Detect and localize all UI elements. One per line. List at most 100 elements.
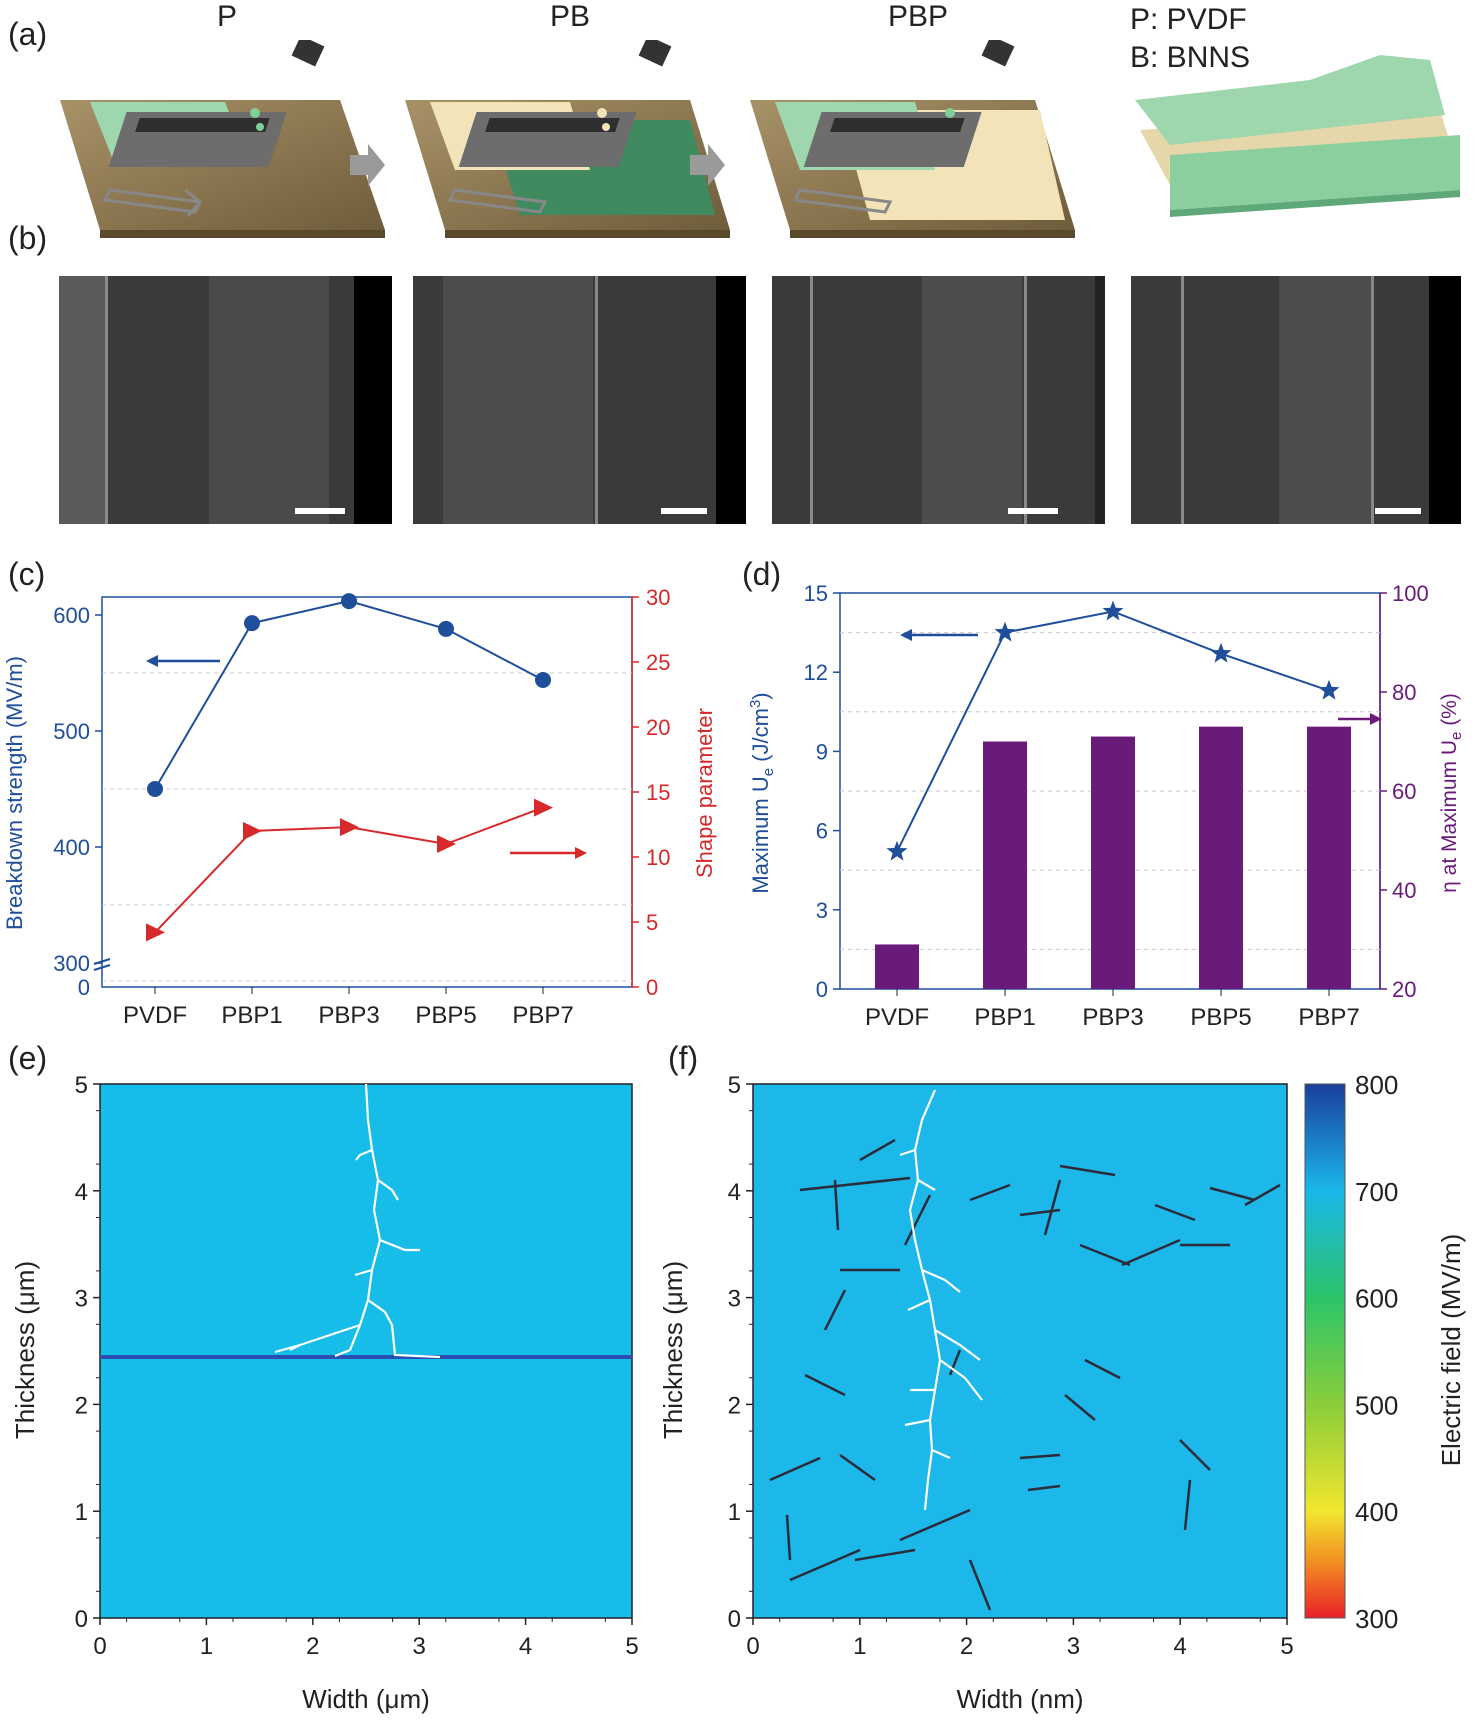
d-bar-efficiency [875, 944, 919, 989]
d-bar-efficiency [983, 741, 1027, 989]
d-point-ue [1318, 679, 1340, 700]
d-ytick-right-label: 20 [1392, 977, 1416, 1002]
e-xtick-label: 3 [413, 1633, 426, 1660]
c-xtick-label: PBP7 [512, 1002, 573, 1029]
d-ytick-right-label: 60 [1392, 779, 1416, 804]
step2-setup [405, 40, 730, 238]
c-point-shape [534, 798, 553, 817]
c-xtick-label: PBP5 [415, 1002, 476, 1029]
d-ytick-left-label: 12 [804, 660, 828, 685]
sem-image-pbp-2 [1131, 276, 1461, 524]
c-xtick-label: PVDF [123, 1002, 187, 1029]
d-point-ue [1210, 642, 1232, 663]
doctor-blade-illustration [60, 40, 1460, 238]
c-ytick-left-label: 400 [53, 835, 90, 860]
e-xtick-label: 0 [93, 1633, 106, 1660]
c-ytick-right-label: 20 [646, 715, 670, 740]
f-colorbar-tick: 600 [1355, 1284, 1398, 1314]
panel-label-d: (d) [742, 556, 782, 592]
c-ytick-right-label: 10 [646, 845, 670, 870]
e-xtick-label: 1 [200, 1633, 213, 1660]
d-ytick-left-label: 3 [816, 898, 828, 923]
sem-image-p [59, 276, 392, 524]
c-ytick-break: 0 [78, 975, 90, 1000]
sem-image-pbp [772, 276, 1105, 524]
c-series-breakdown-line [154, 600, 544, 790]
panel-label-e: (e) [8, 1040, 48, 1076]
c-ytick-right-label: 0 [646, 975, 658, 1000]
f-xtick-label: 4 [1174, 1633, 1187, 1660]
c-point-shape [340, 818, 359, 837]
panel-label-b: (b) [8, 220, 48, 256]
c-point-shape [146, 923, 165, 942]
f-ytick-label: 0 [728, 1606, 741, 1633]
e-xtick-label: 2 [306, 1633, 319, 1660]
f-xtick-label: 1 [853, 1633, 866, 1660]
laminate-film [1135, 55, 1460, 217]
legend-bnns: B: BNNS [1130, 41, 1251, 74]
c-ytick-left-label: 600 [53, 603, 90, 628]
d-ytick-left-label: 9 [816, 739, 828, 764]
c-point-breakdown [438, 620, 454, 637]
panel-label-a: (a) [8, 16, 48, 52]
d-bar-efficiency [1199, 726, 1243, 989]
step3-setup [750, 40, 1075, 238]
f-ytick-label: 5 [728, 1072, 741, 1099]
d-xtick-label: PBP5 [1190, 1004, 1251, 1031]
f-colorbar-tick: 700 [1355, 1177, 1398, 1207]
c-ylabel-left: Breakdown strength (MV/m) [2, 656, 27, 930]
f-ylabel: Thickness (μm) [660, 1261, 688, 1439]
simulation-f: 0 1 2 3 4 5 0 1 2 3 4 5 800 700 600 500 400 300 Width (… [660, 1070, 1466, 1714]
e-ytick-label: 4 [75, 1179, 88, 1206]
f-ytick-label: 1 [728, 1499, 741, 1526]
c-ytick-left-label: 300 [53, 951, 90, 976]
d-ytick-left-label: 6 [816, 819, 828, 844]
chart-energy-efficiency: 0 3 6 9 12 15 20 40 60 80 100 PVDF PBP1 PBP3 PBP5 PBP… [747, 581, 1465, 1031]
chart-breakdown-shape: 300 400 500 600 0 5 10 15 20 25 30 PVDF PBP1 PBP3 PB… [2, 585, 717, 1029]
step-label-pbp: PBP [887, 0, 949, 33]
c-ytick-right-label: 30 [646, 585, 670, 610]
d-point-ue [886, 840, 908, 861]
legend-pvdf: P: PVDF [1130, 3, 1247, 36]
sem-image-pb [413, 276, 746, 524]
f-xtick-label: 2 [960, 1633, 973, 1660]
c-point-breakdown [244, 615, 260, 632]
d-xtick-label: PBP7 [1298, 1004, 1359, 1031]
f-xtick-label: 0 [746, 1633, 759, 1660]
e-ytick-label: 3 [75, 1286, 88, 1313]
c-point-breakdown [341, 593, 357, 610]
f-colorbar-tick: 500 [1355, 1390, 1398, 1420]
f-xlabel: Width (nm) [956, 1684, 1083, 1714]
e-breakdown-tree [274, 1083, 441, 1359]
c-ytick-right-label: 15 [646, 780, 670, 805]
c-xtick-label: PBP1 [221, 1002, 282, 1029]
e-xtick-label: 5 [625, 1633, 638, 1660]
c-ytick-left-label: 500 [53, 719, 90, 744]
d-ytick-right-label: 80 [1392, 680, 1416, 705]
f-colorbar-label: Electric field (MV/m) [1436, 1234, 1466, 1467]
step-label-pb: PB [549, 0, 591, 33]
c-point-breakdown [535, 671, 551, 688]
f-colorbar-tick: 300 [1355, 1604, 1398, 1634]
c-xtick-label: PBP3 [318, 1002, 379, 1029]
f-colorbar-tick: 400 [1355, 1497, 1398, 1527]
c-ytick-right-label: 5 [646, 910, 658, 935]
panel-label-f: (f) [668, 1040, 699, 1076]
e-field-area [100, 1084, 632, 1618]
f-bnns-flakes [769, 1138, 1281, 1611]
f-colorbar-tick: 800 [1355, 1070, 1398, 1100]
e-xtick-label: 4 [519, 1633, 532, 1660]
step-label-p: P [216, 0, 237, 33]
e-ylabel: Thickness (μm) [10, 1261, 40, 1439]
panel-label-c: (c) [8, 556, 46, 592]
d-bar-efficiency [1307, 726, 1351, 989]
f-ytick-label: 4 [728, 1179, 741, 1206]
d-ytick-left-label: 0 [816, 977, 828, 1002]
d-ylabel-left: Maximum Ue (J/cm3) [747, 692, 777, 893]
e-ytick-label: 1 [75, 1499, 88, 1526]
d-point-ue [994, 621, 1016, 642]
f-ytick-label: 2 [728, 1392, 741, 1419]
f-breakdown-tree [899, 1089, 983, 1511]
c-ylabel-right: Shape parameter [692, 708, 717, 878]
d-ytick-left-label: 15 [804, 581, 828, 606]
